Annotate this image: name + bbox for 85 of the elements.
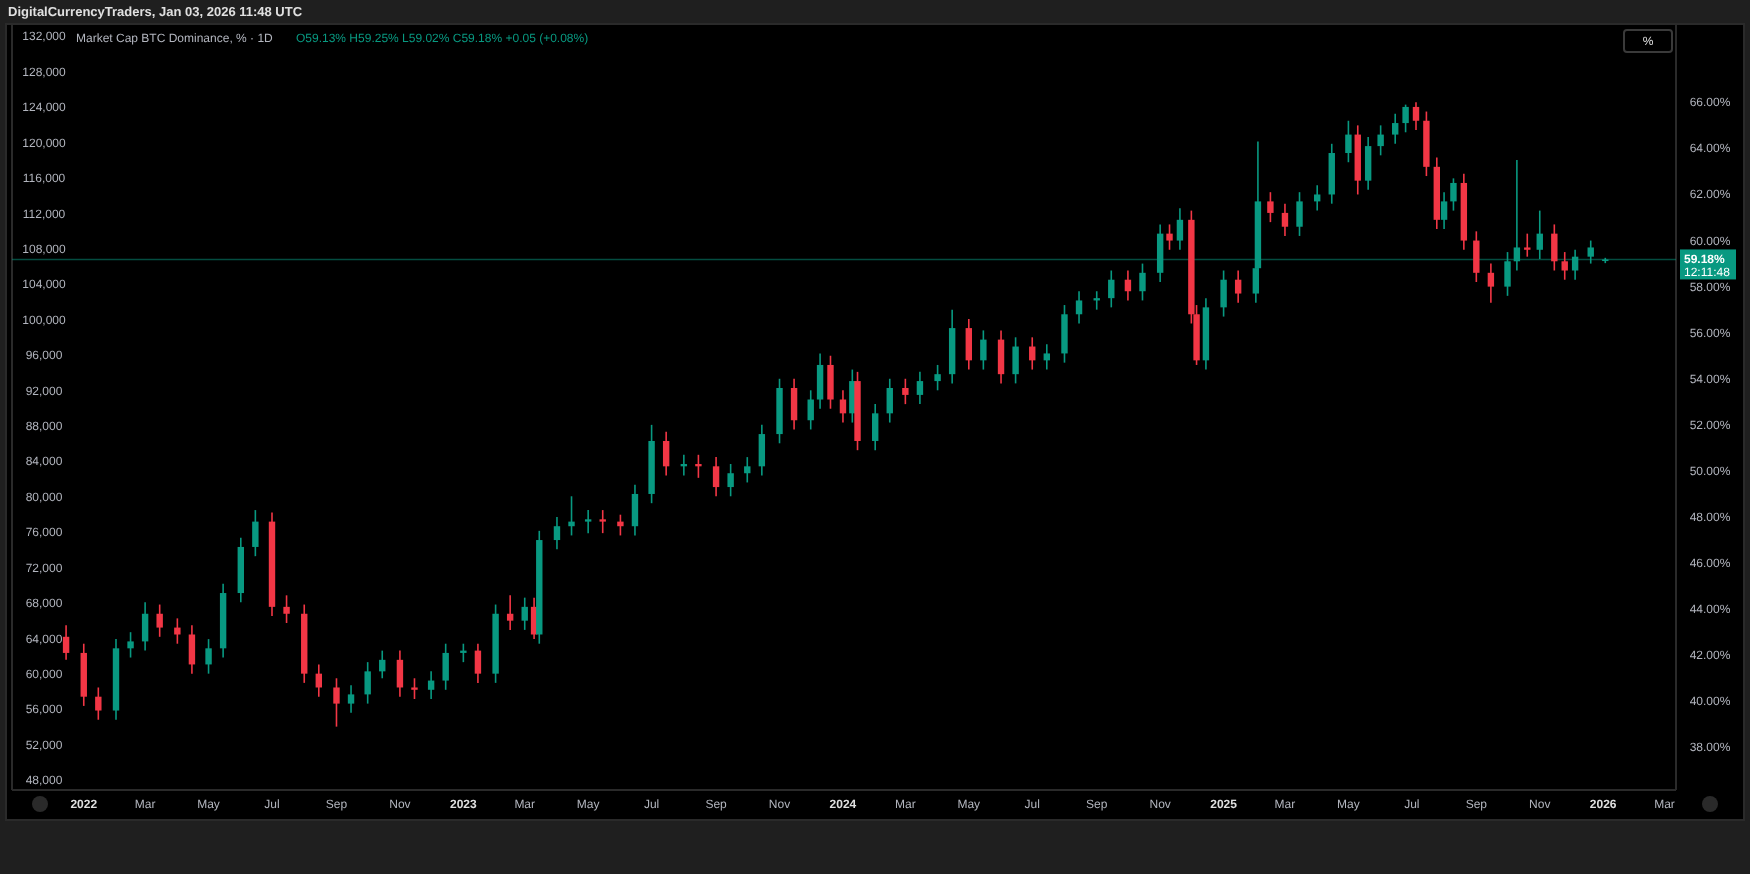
candlestick (1234, 269, 1242, 304)
candlestick (1281, 202, 1289, 237)
candlestick (758, 424, 766, 477)
candlestick (1354, 124, 1361, 196)
candlestick (695, 454, 702, 479)
candlestick (521, 596, 528, 631)
candlestick (347, 684, 355, 714)
candlestick (427, 670, 435, 700)
candlestick (1012, 336, 1019, 385)
candlestick (1440, 191, 1448, 230)
candlestick (916, 371, 924, 405)
candlestick (1473, 230, 1480, 283)
candlestick (712, 456, 720, 498)
candlestick (80, 642, 87, 707)
candlestick (948, 308, 956, 385)
candlestick (283, 594, 290, 624)
candlestick (1412, 101, 1420, 131)
candlestick (1364, 136, 1372, 191)
candlestick (156, 603, 163, 638)
candlestick (333, 677, 340, 728)
candlestick (1314, 184, 1321, 212)
candlestick (396, 649, 404, 698)
candlestick (1267, 191, 1274, 223)
candlestick (1296, 191, 1303, 237)
candlestick (1139, 262, 1146, 302)
candlestick (1377, 124, 1384, 157)
candlestick (188, 624, 196, 675)
candlestick (872, 403, 879, 451)
candlestick (1561, 251, 1568, 281)
candlestick (1504, 251, 1511, 297)
candlestick (1166, 223, 1173, 251)
candlestick (807, 389, 814, 431)
candlestick (1176, 207, 1184, 251)
candlestick (411, 677, 418, 700)
candlestick (474, 642, 482, 684)
candlestick (1328, 143, 1335, 205)
candlestick (827, 354, 834, 410)
candlestick (776, 377, 783, 445)
candlestick (631, 483, 639, 537)
candlestick (95, 686, 102, 721)
candlestick (1345, 119, 1352, 164)
candlestick (886, 377, 893, 424)
candlestick (1075, 290, 1083, 325)
candlestick (127, 631, 134, 659)
candlestick (584, 509, 592, 534)
candlestick (442, 642, 449, 691)
candlestick (727, 463, 734, 498)
candlestick (1571, 248, 1579, 281)
candlestick (902, 377, 909, 405)
candlestick (506, 594, 514, 631)
candlestick (205, 638, 212, 675)
candlestick (934, 364, 941, 392)
candlestick (1392, 113, 1399, 145)
candlestick (1423, 110, 1430, 177)
candlestick (1450, 177, 1457, 212)
candlestick (1524, 232, 1531, 258)
candlestick (553, 516, 561, 551)
candlestick (599, 509, 606, 534)
candlestick (237, 536, 244, 604)
candlestick (1587, 239, 1594, 265)
candlestick (364, 661, 371, 705)
candlestick (744, 456, 751, 484)
candlestick (568, 495, 575, 537)
candlestick (252, 509, 259, 557)
candlestick (617, 513, 624, 537)
candlestick (174, 617, 181, 645)
candlestick (1108, 269, 1115, 309)
candlestick (965, 318, 972, 371)
candlestick (1220, 269, 1227, 318)
candlestick (460, 642, 467, 663)
candlestick (1402, 103, 1409, 134)
candlestick (1536, 209, 1543, 260)
candlestick (1156, 223, 1164, 283)
candlestick (662, 430, 670, 477)
candlestick (1043, 343, 1050, 371)
candlestick (790, 377, 798, 431)
candlestick (980, 329, 987, 371)
candlestick (997, 329, 1005, 385)
candlestick (1551, 223, 1558, 272)
candlestick (1513, 159, 1521, 272)
candlestick (62, 624, 70, 661)
candlestick (141, 601, 149, 652)
candlestick (1061, 304, 1068, 364)
candlestick (816, 352, 824, 410)
candlestick (1487, 262, 1495, 304)
